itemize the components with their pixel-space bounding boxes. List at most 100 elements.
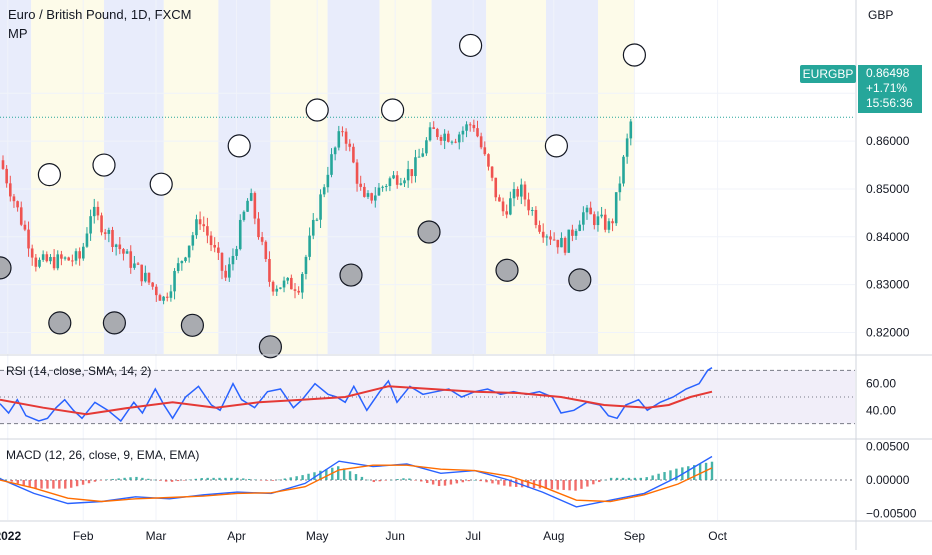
macd-hist-bar [360, 476, 364, 480]
macd-hist-bar [473, 480, 476, 481]
candle-body [417, 156, 421, 158]
candle-body [271, 281, 275, 292]
candle-body [5, 168, 8, 184]
background-band [0, 0, 32, 354]
macd-hist-bar [639, 477, 642, 480]
macd-hist-bar [384, 480, 387, 481]
macd-hist-bar [402, 478, 405, 480]
candle-body [359, 183, 362, 187]
candle-body [414, 157, 417, 177]
candle-body [92, 206, 96, 217]
macd-y-tick: −0.00500 [866, 507, 917, 521]
candle-body [348, 143, 352, 147]
candle-body [187, 245, 191, 258]
candle-body [333, 147, 337, 155]
macd-y-tick: 0.00500 [866, 439, 910, 453]
macd-hist-bar [414, 480, 417, 481]
macd-hist-bar [645, 477, 648, 480]
open-marker [381, 98, 405, 122]
macd-hist-bar [159, 480, 162, 481]
macd-hist-bar [443, 480, 447, 486]
macd-hist-bar [248, 478, 251, 480]
x-tick-label: Sep [624, 529, 646, 543]
open-marker [227, 134, 251, 158]
candle-body [282, 280, 286, 288]
macd-hist-bar [277, 479, 281, 481]
macd-label[interactable]: MACD (12, 26, close, 9, EMA, EMA) [6, 448, 200, 462]
macd-hist-bar [34, 480, 37, 489]
candle-body [118, 244, 122, 250]
candle-body [169, 291, 173, 298]
candle-body [111, 229, 114, 247]
macd-hist-bar [307, 473, 310, 480]
candle-body [403, 180, 406, 184]
y-tick-label: 0.82000 [866, 325, 910, 339]
candle-body [571, 229, 574, 236]
candle-body [290, 277, 293, 290]
macd-hist-bar [598, 480, 601, 483]
macd-hist-bar [497, 480, 500, 485]
macd-hist-bar [283, 478, 286, 480]
candle-body [384, 186, 388, 188]
macd-hist-bar [295, 476, 298, 480]
candle-body [560, 237, 563, 248]
candle-body [344, 131, 348, 144]
candle-body [173, 270, 176, 292]
symbol-tag: EURGBP [800, 65, 856, 83]
background-band [431, 0, 487, 354]
rsi-label[interactable]: RSI (14, close, SMA, 14, 2) [6, 364, 152, 378]
candle-body [38, 259, 41, 267]
candle-body [523, 184, 527, 200]
candle-body [19, 207, 23, 225]
candle-body [520, 184, 523, 197]
macd-hist-bar [710, 461, 714, 480]
macd-hist-bar [651, 475, 654, 480]
candle-body [147, 272, 151, 283]
macd-hist-bar [526, 480, 530, 488]
background-band [163, 0, 219, 354]
macd-hist-bar [657, 473, 660, 480]
candle-body [16, 201, 19, 208]
candle-body [235, 249, 238, 256]
candle-body [30, 248, 34, 258]
candle-body [319, 194, 322, 220]
macd-hist-bar [242, 478, 245, 480]
x-tick-label: Mar [146, 529, 167, 543]
candle-body [56, 254, 60, 269]
macd-hist-bar [485, 480, 488, 483]
candle-body [541, 231, 545, 238]
y-tick-label: 0.85000 [866, 182, 910, 196]
candle-body [144, 272, 147, 282]
candle-body [326, 174, 330, 188]
candle-body [74, 251, 78, 261]
candle-body [600, 214, 603, 217]
candle-body [217, 247, 220, 253]
indicator-label[interactable]: MP [8, 26, 28, 41]
candle-body [443, 133, 446, 141]
candle-body [49, 257, 52, 262]
candle-body [567, 229, 571, 253]
macd-hist-bar [503, 480, 506, 486]
candle-body [556, 239, 560, 248]
macd-hist-bar [28, 480, 31, 488]
macd-hist-bar [550, 480, 553, 490]
candle-body [238, 219, 242, 250]
price-tag: 0.86498 +1.71% 15:56:36 [858, 65, 922, 113]
candle-body [614, 192, 618, 224]
candle-body [494, 177, 498, 198]
macd-hist-bar [354, 474, 358, 480]
macd-hist-bar [574, 480, 577, 491]
macd-hist-bar [253, 479, 257, 481]
macd-hist-bar [10, 480, 14, 482]
candle-body [377, 187, 381, 196]
macd-hist-bar [366, 479, 370, 481]
candle-body [260, 237, 264, 242]
candle-body [563, 237, 567, 253]
macd-hist-bar [81, 480, 85, 485]
macd-hist-bar [289, 477, 292, 480]
candle-body [249, 193, 253, 201]
macd-hist-bar [509, 480, 512, 487]
candle-body [41, 254, 45, 260]
